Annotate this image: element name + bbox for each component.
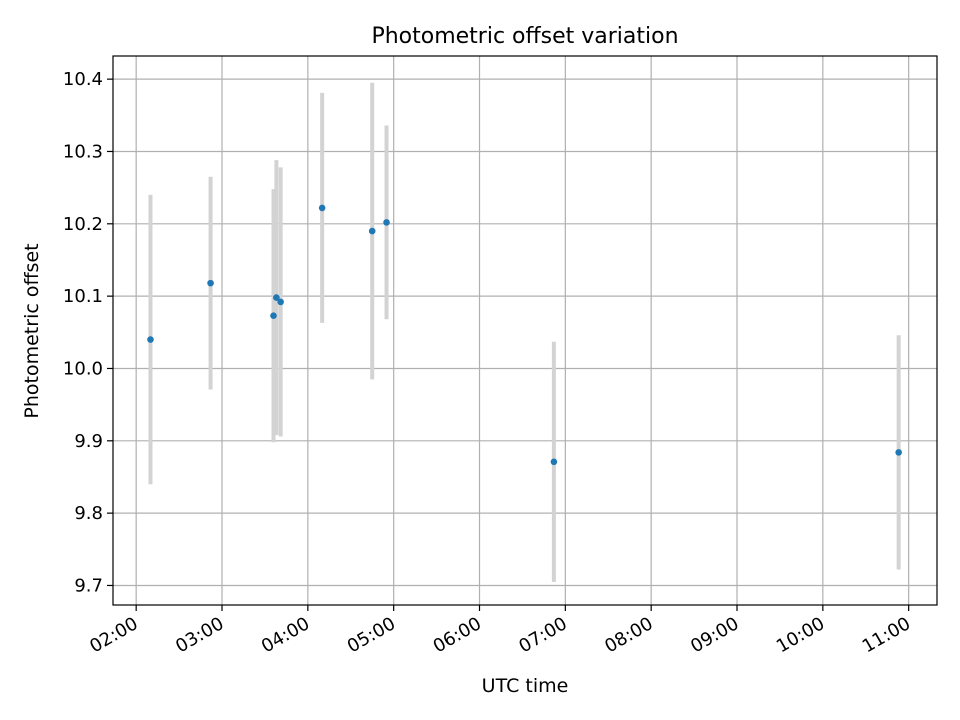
x-tick-label: 10:00 — [773, 613, 828, 657]
y-axis-label: Photometric offset — [21, 243, 43, 418]
errorbar-layer — [148, 82, 901, 582]
x-tick-label: 08:00 — [601, 613, 656, 657]
data-point — [277, 298, 284, 306]
y-tick-label: 10.4 — [63, 69, 103, 90]
data-point — [368, 227, 376, 235]
data-point — [147, 336, 154, 343]
x-tick-label: 09:00 — [687, 613, 742, 657]
data-point — [550, 458, 558, 466]
x-tick-label: 06:00 — [430, 613, 485, 657]
grid-layer — [113, 56, 937, 605]
x-tick-label: 04:00 — [258, 613, 313, 657]
point-layer — [147, 204, 902, 466]
x-tick-label: 02:00 — [86, 613, 141, 657]
data-point — [895, 449, 902, 456]
x-tick-label: 07:00 — [515, 613, 570, 657]
data-point — [318, 204, 326, 212]
y-tick-label: 9.8 — [74, 503, 103, 524]
y-tick-label: 10.2 — [63, 214, 103, 235]
y-tick-label: 9.7 — [74, 575, 103, 596]
x-tick-label: 11:00 — [859, 613, 914, 657]
y-tick-label: 9.9 — [74, 431, 103, 452]
x-axis-label: UTC time — [482, 675, 569, 697]
data-point — [207, 279, 214, 287]
tick-layer: 02:00 03:00 04:00 05:00 06:00 07:00 08:00 09:00… — [63, 69, 914, 657]
x-tick-label: 05:00 — [344, 613, 399, 657]
y-tick-label: 10.1 — [63, 286, 103, 307]
plot-frame — [112, 55, 938, 606]
y-tick-label: 10.0 — [63, 358, 103, 379]
data-point — [270, 312, 277, 319]
y-tick-label: 10.3 — [63, 141, 103, 162]
data-point — [273, 294, 280, 301]
data-point — [383, 219, 390, 226]
x-tick-label: 03:00 — [172, 613, 227, 657]
chart-title: Photometric offset variation — [371, 24, 678, 49]
